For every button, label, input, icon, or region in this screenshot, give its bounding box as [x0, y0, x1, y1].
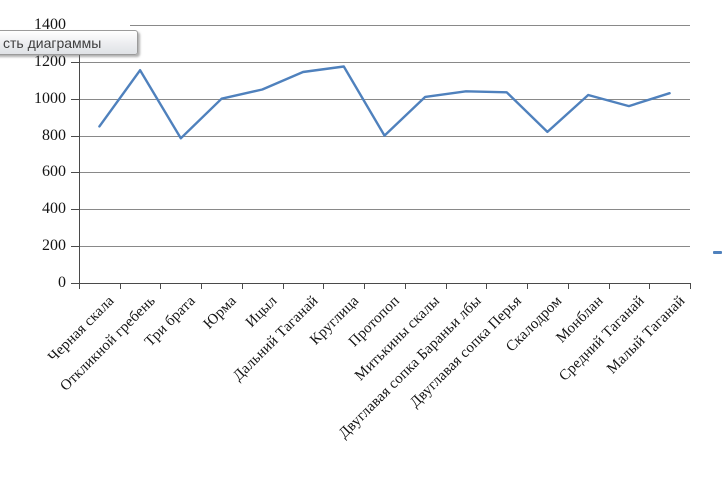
y-axis-tick	[71, 172, 79, 174]
gridline	[79, 98, 690, 100]
y-axis-label: 1400	[34, 16, 66, 33]
y-axis-label: 1200	[34, 52, 66, 70]
x-axis-tick	[567, 283, 569, 289]
chart-area-tooltip: сть диаграммы	[0, 30, 138, 55]
selection-dash	[713, 251, 722, 254]
gridline	[79, 61, 690, 63]
x-axis-tick	[119, 283, 121, 289]
y-axis-label: 800	[42, 126, 66, 144]
x-axis-tick	[445, 283, 447, 289]
y-axis-tick	[71, 98, 79, 100]
x-axis-tick	[608, 283, 610, 289]
x-axis-tick	[79, 283, 80, 289]
x-axis-tick	[527, 283, 529, 289]
y-axis-label: 1000	[34, 89, 66, 107]
x-axis-tick	[690, 283, 691, 289]
x-axis-line	[79, 283, 691, 284]
gridline	[79, 172, 690, 174]
data-series-line[interactable]	[98, 65, 671, 140]
gridline	[79, 209, 690, 211]
y-axis-line	[79, 53, 80, 289]
x-axis-tick	[282, 283, 284, 289]
x-axis-tick	[160, 283, 162, 289]
x-axis-tick	[404, 283, 406, 289]
x-axis-tick	[486, 283, 488, 289]
y-axis-label: 600	[42, 163, 66, 181]
gridline	[79, 246, 690, 248]
x-axis-tick	[649, 283, 651, 289]
y-axis-tick	[71, 61, 79, 63]
y-axis-label: 200	[42, 237, 66, 255]
x-axis-tick	[241, 283, 243, 289]
tooltip-text: сть диаграммы	[3, 35, 102, 51]
y-axis-label: 0	[58, 274, 66, 291]
y-axis-tick	[71, 209, 79, 211]
y-axis-label: 400	[42, 200, 66, 218]
x-axis-tick	[201, 283, 203, 289]
y-axis-tick	[71, 283, 79, 284]
gridline	[130, 25, 690, 26]
y-axis-tick	[71, 246, 79, 248]
y-axis-tick	[71, 135, 79, 137]
x-axis-tick	[364, 283, 366, 289]
x-axis-tick	[323, 283, 325, 289]
